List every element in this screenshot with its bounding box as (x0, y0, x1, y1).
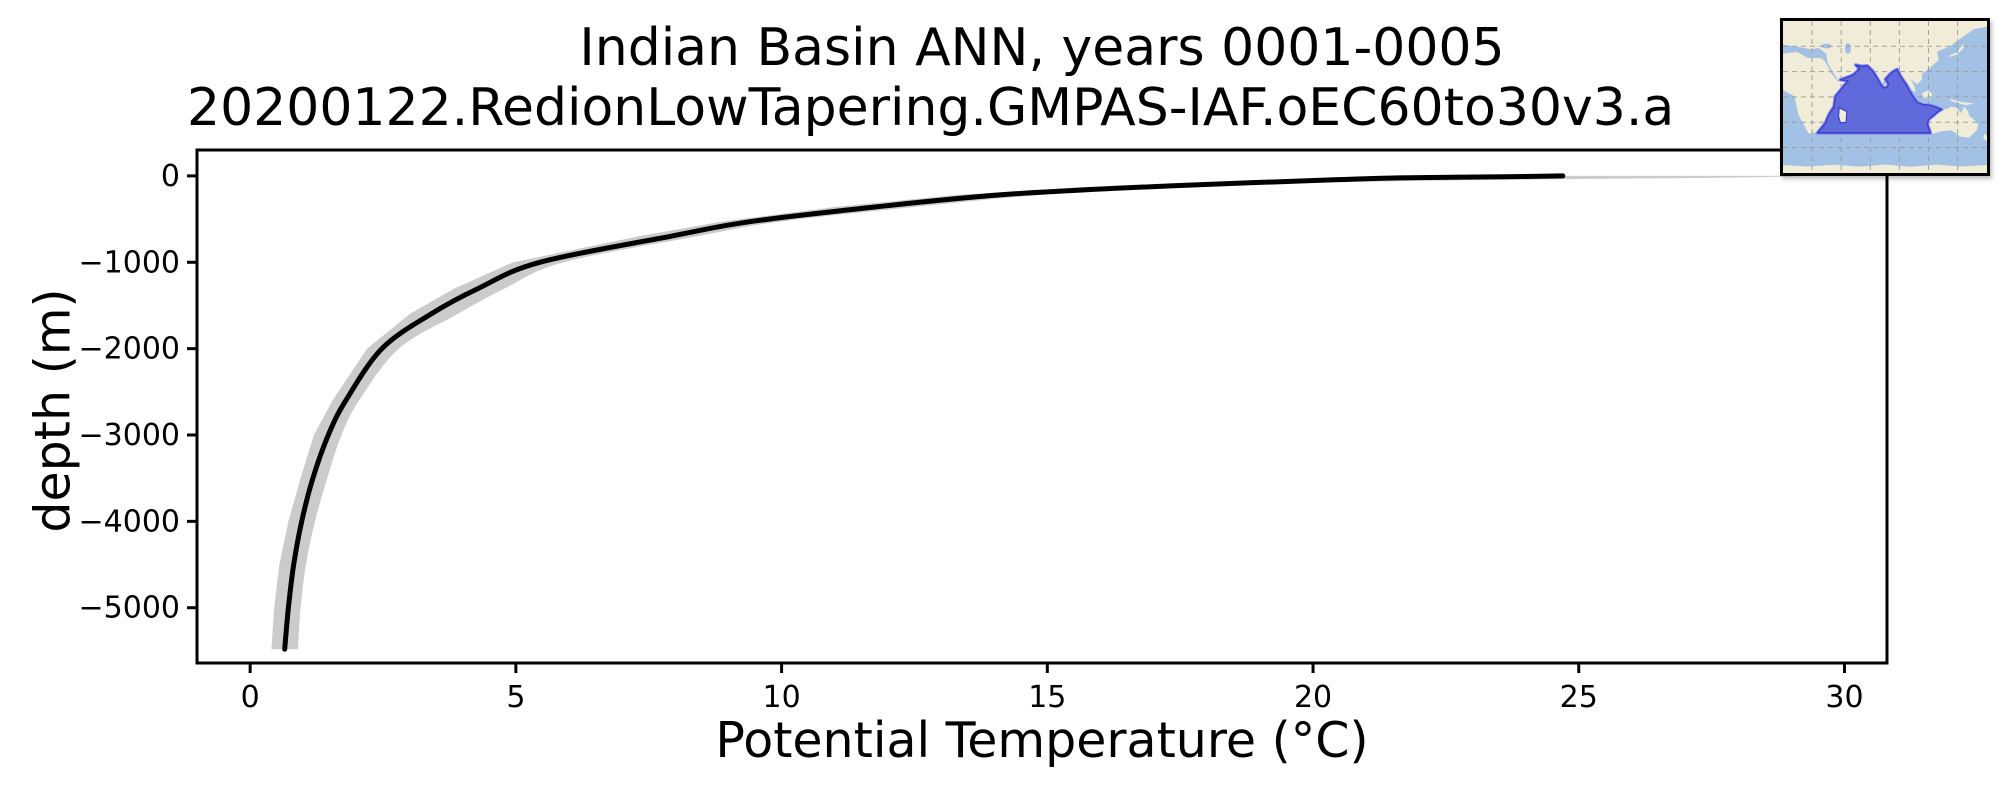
x-axis-ticks: 0 5 10 15 20 25 30 (241, 663, 1864, 715)
plot-subtitle-run-name: 20200122.RedionLowTapering.GMPAS-IAF.oEC… (187, 78, 1675, 138)
x-tick-label: 15 (1028, 680, 1066, 715)
y-tick-label: −3000 (79, 418, 180, 453)
y-tick-label: −2000 (79, 332, 180, 367)
map-land-borneo (1922, 90, 1933, 99)
x-tick-label: 25 (1560, 680, 1598, 715)
region-polygon (1816, 64, 1943, 134)
map-land-antarctica (1783, 164, 1987, 173)
region-inset-map (1780, 18, 1990, 176)
map-land-australia (1927, 106, 1979, 138)
y-tick-label: −4000 (79, 504, 180, 539)
axes-frame (195, 148, 1889, 665)
x-tick-label: 0 (241, 680, 260, 715)
indian-basin-region-highlight (1815, 63, 1944, 135)
x-tick-label: 10 (762, 680, 800, 715)
mean-profile-line (282, 173, 1566, 652)
y-tick-label: −1000 (79, 245, 180, 280)
map-landmasses (1783, 21, 1987, 173)
map-land-new-guinea (1950, 98, 1974, 106)
plot-data-layer (271, 173, 1808, 652)
map-black-sea (1821, 43, 1832, 49)
map-land-madagascar (1837, 106, 1848, 124)
x-tick-label: 20 (1294, 680, 1332, 715)
map-land-africa (1783, 52, 1848, 134)
plot-title: Indian Basin ANN, years 0001-0005 (579, 18, 1505, 78)
map-land-japan (1948, 44, 1966, 57)
y-tick-label: −5000 (79, 591, 180, 626)
y-axis-ticks: 0 −1000 −2000 −3000 −4000 −5000 (79, 159, 197, 626)
y-tick-label: 0 (161, 159, 180, 194)
x-tick-label: 5 (506, 680, 525, 715)
x-axis-label: Potential Temperature (°C) (715, 712, 1369, 769)
y-axis-label: depth (m) (24, 288, 82, 533)
map-land-new-zealand (1983, 133, 1987, 142)
minmax-envelope-band (271, 175, 1808, 650)
map-land-british-isles (1783, 27, 1787, 35)
map-land-eurasia (1783, 21, 1987, 93)
x-tick-label: 30 (1825, 680, 1863, 715)
map-caspian-sea (1845, 43, 1851, 54)
